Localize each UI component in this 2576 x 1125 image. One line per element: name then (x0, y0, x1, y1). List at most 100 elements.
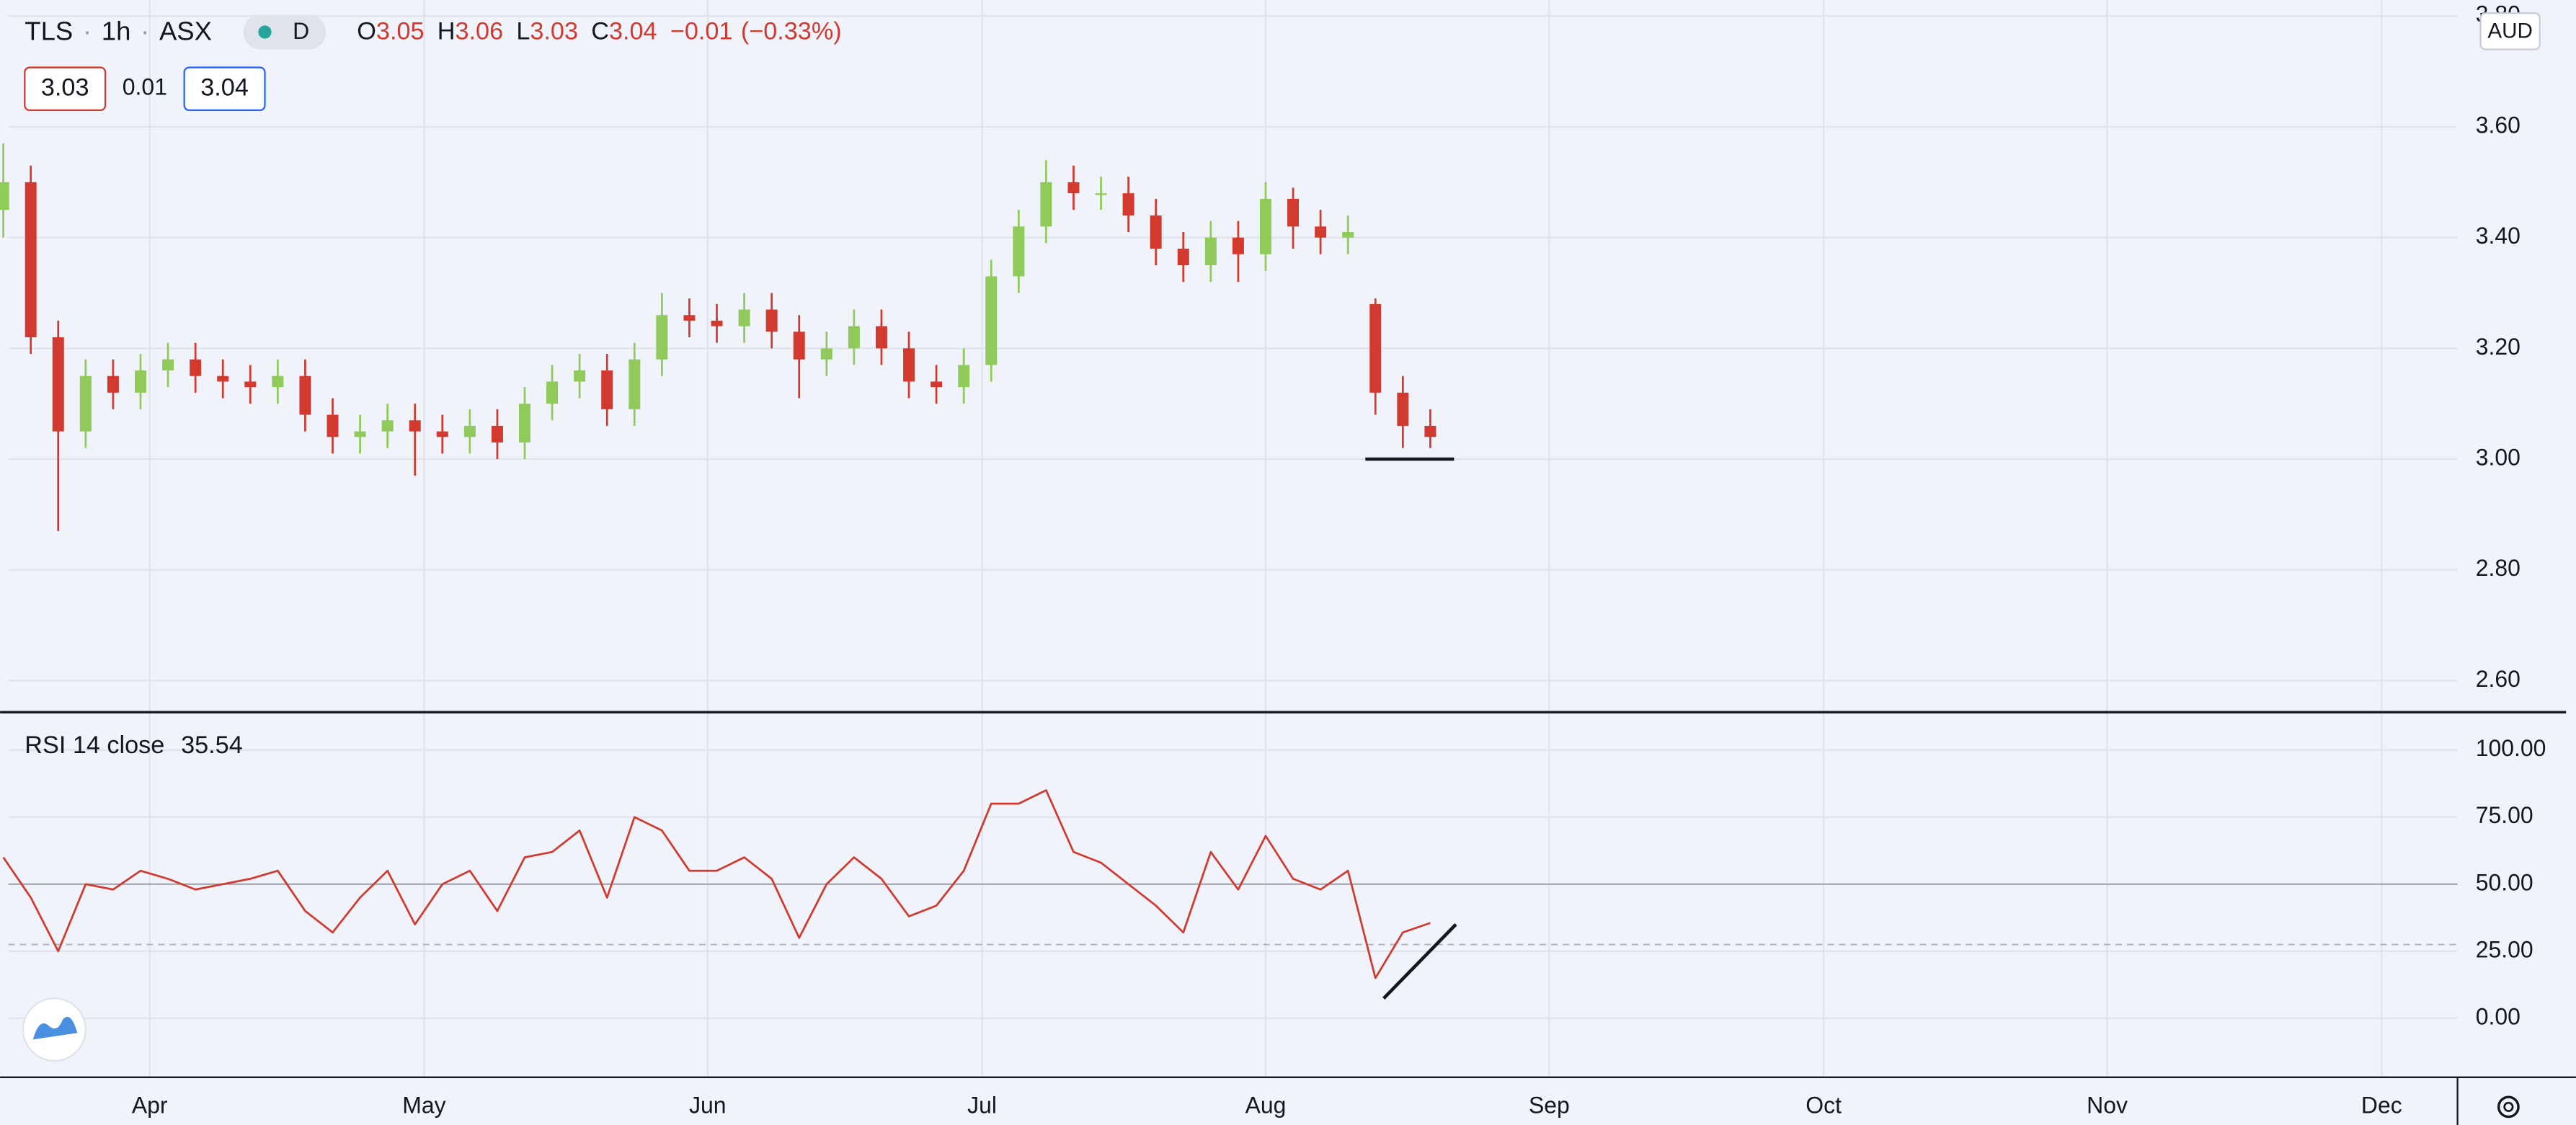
y-tick-label: 25.00 (2476, 936, 2533, 962)
candle-body (327, 414, 339, 437)
y-tick-label: 50.00 (2476, 869, 2533, 895)
candle-body (299, 375, 311, 415)
candle-body (711, 320, 723, 326)
bid-box[interactable] (24, 66, 107, 112)
candle-body (436, 431, 448, 437)
candle-body (1095, 193, 1107, 195)
candle-body (107, 375, 119, 393)
y-tick-label: 3.60 (2476, 112, 2521, 138)
logo-icon (32, 1016, 78, 1040)
candle-body (793, 332, 805, 360)
y-tick-label: 0.00 (2476, 1003, 2521, 1029)
ohlc-value: 3.06 (456, 18, 504, 45)
spread: 0.01 (123, 74, 167, 100)
candle-body (491, 425, 503, 443)
status-dot (258, 25, 272, 39)
candle-body (135, 370, 146, 393)
x-tick-label: Oct (1806, 1092, 1842, 1118)
candle-body (1067, 182, 1080, 194)
candle-body (574, 370, 586, 382)
candle-body (409, 420, 421, 432)
trend-line (1382, 923, 1457, 1000)
candle-body (0, 182, 9, 210)
x-tick-label: Nov (2087, 1092, 2128, 1118)
currency-box[interactable] (2479, 12, 2541, 50)
y-tick-label: 3.00 (2476, 444, 2521, 470)
x-tick-label: Jul (967, 1092, 997, 1118)
rsi-line (2, 789, 1431, 979)
ohlc-label: C (591, 18, 609, 45)
ohlc-label: H (438, 18, 456, 45)
x-tick-label: Apr (132, 1092, 168, 1118)
exchange: ASX (159, 16, 212, 45)
candle-body (1013, 226, 1025, 277)
ohlc-value: 3.05 (376, 18, 425, 45)
candle-body (1369, 303, 1382, 393)
candle-body (546, 381, 559, 404)
candle-body (1342, 231, 1354, 238)
change-percent: (−0.33%) (741, 18, 842, 45)
y-tick-label: 100.00 (2476, 735, 2546, 761)
candle-body (931, 381, 943, 388)
currency: AUD (2487, 19, 2533, 43)
candle-body (765, 309, 778, 332)
marks (0, 143, 1457, 1000)
x-tick-label: Dec (2361, 1092, 2402, 1118)
candle-body (683, 315, 696, 321)
candle-body (820, 348, 832, 360)
status-badge[interactable] (243, 14, 326, 50)
candle-body (985, 276, 998, 365)
candle-body (52, 337, 64, 432)
candle-body (958, 365, 970, 388)
x-tick-label: Jun (689, 1092, 727, 1118)
candle-body (25, 182, 37, 337)
change: −0.01 (670, 18, 733, 45)
candle-body (738, 309, 750, 326)
candle-body (1424, 425, 1436, 437)
y-tick-label: 3.20 (2476, 334, 2521, 360)
settings-icon[interactable] (2497, 1095, 2520, 1119)
ask: 3.04 (200, 74, 249, 101)
candle-body (1177, 249, 1189, 266)
candle-body (1397, 392, 1409, 426)
candle-body (903, 348, 915, 382)
ohlc-legend: O3.05 H3.06 L3.03 C3.04 −0.01 (−0.33%) (357, 18, 841, 45)
badge: D (293, 18, 309, 44)
candle-body (1259, 198, 1271, 254)
candle-body (354, 431, 366, 437)
separator: · (83, 16, 92, 45)
candle-body (875, 326, 887, 349)
candle-body (463, 425, 476, 437)
y-tick-label: 2.80 (2476, 555, 2521, 581)
separator: · (141, 16, 149, 45)
candle-body (1315, 226, 1327, 238)
x-tick-label: Sep (1529, 1092, 1570, 1118)
candle-body (190, 359, 202, 376)
header-legend: TLS · 1h · ASX (25, 16, 212, 45)
ask-box[interactable] (183, 66, 266, 112)
rsi-title: RSI 14 close (25, 732, 164, 759)
candle-body (629, 359, 641, 409)
gear-hub (2503, 1101, 2514, 1112)
labels: Apr May Jun Jul Aug Sep Oct Nov Dec 2.60 2.80 3.00 3… (132, 1, 2546, 1119)
rsi-last-value: 35.54 (181, 732, 243, 759)
candle-body (1204, 237, 1217, 266)
candle-body (272, 375, 284, 388)
candle-body (162, 359, 174, 371)
candle-body (1150, 215, 1162, 249)
candle-body (1232, 237, 1244, 254)
candle-body (79, 375, 92, 432)
ohlc-label: O (357, 18, 376, 45)
y-tick-label: 3.40 (2476, 223, 2521, 249)
gear (2497, 1095, 2520, 1119)
candle-body (848, 326, 860, 349)
ohlc-label: L (516, 18, 530, 45)
candle-body (1122, 193, 1134, 215)
candle-body (381, 420, 394, 432)
ohlc-value: 3.03 (530, 18, 578, 45)
y-tick-label: 75.00 (2476, 802, 2533, 828)
candle-body (1287, 198, 1300, 227)
